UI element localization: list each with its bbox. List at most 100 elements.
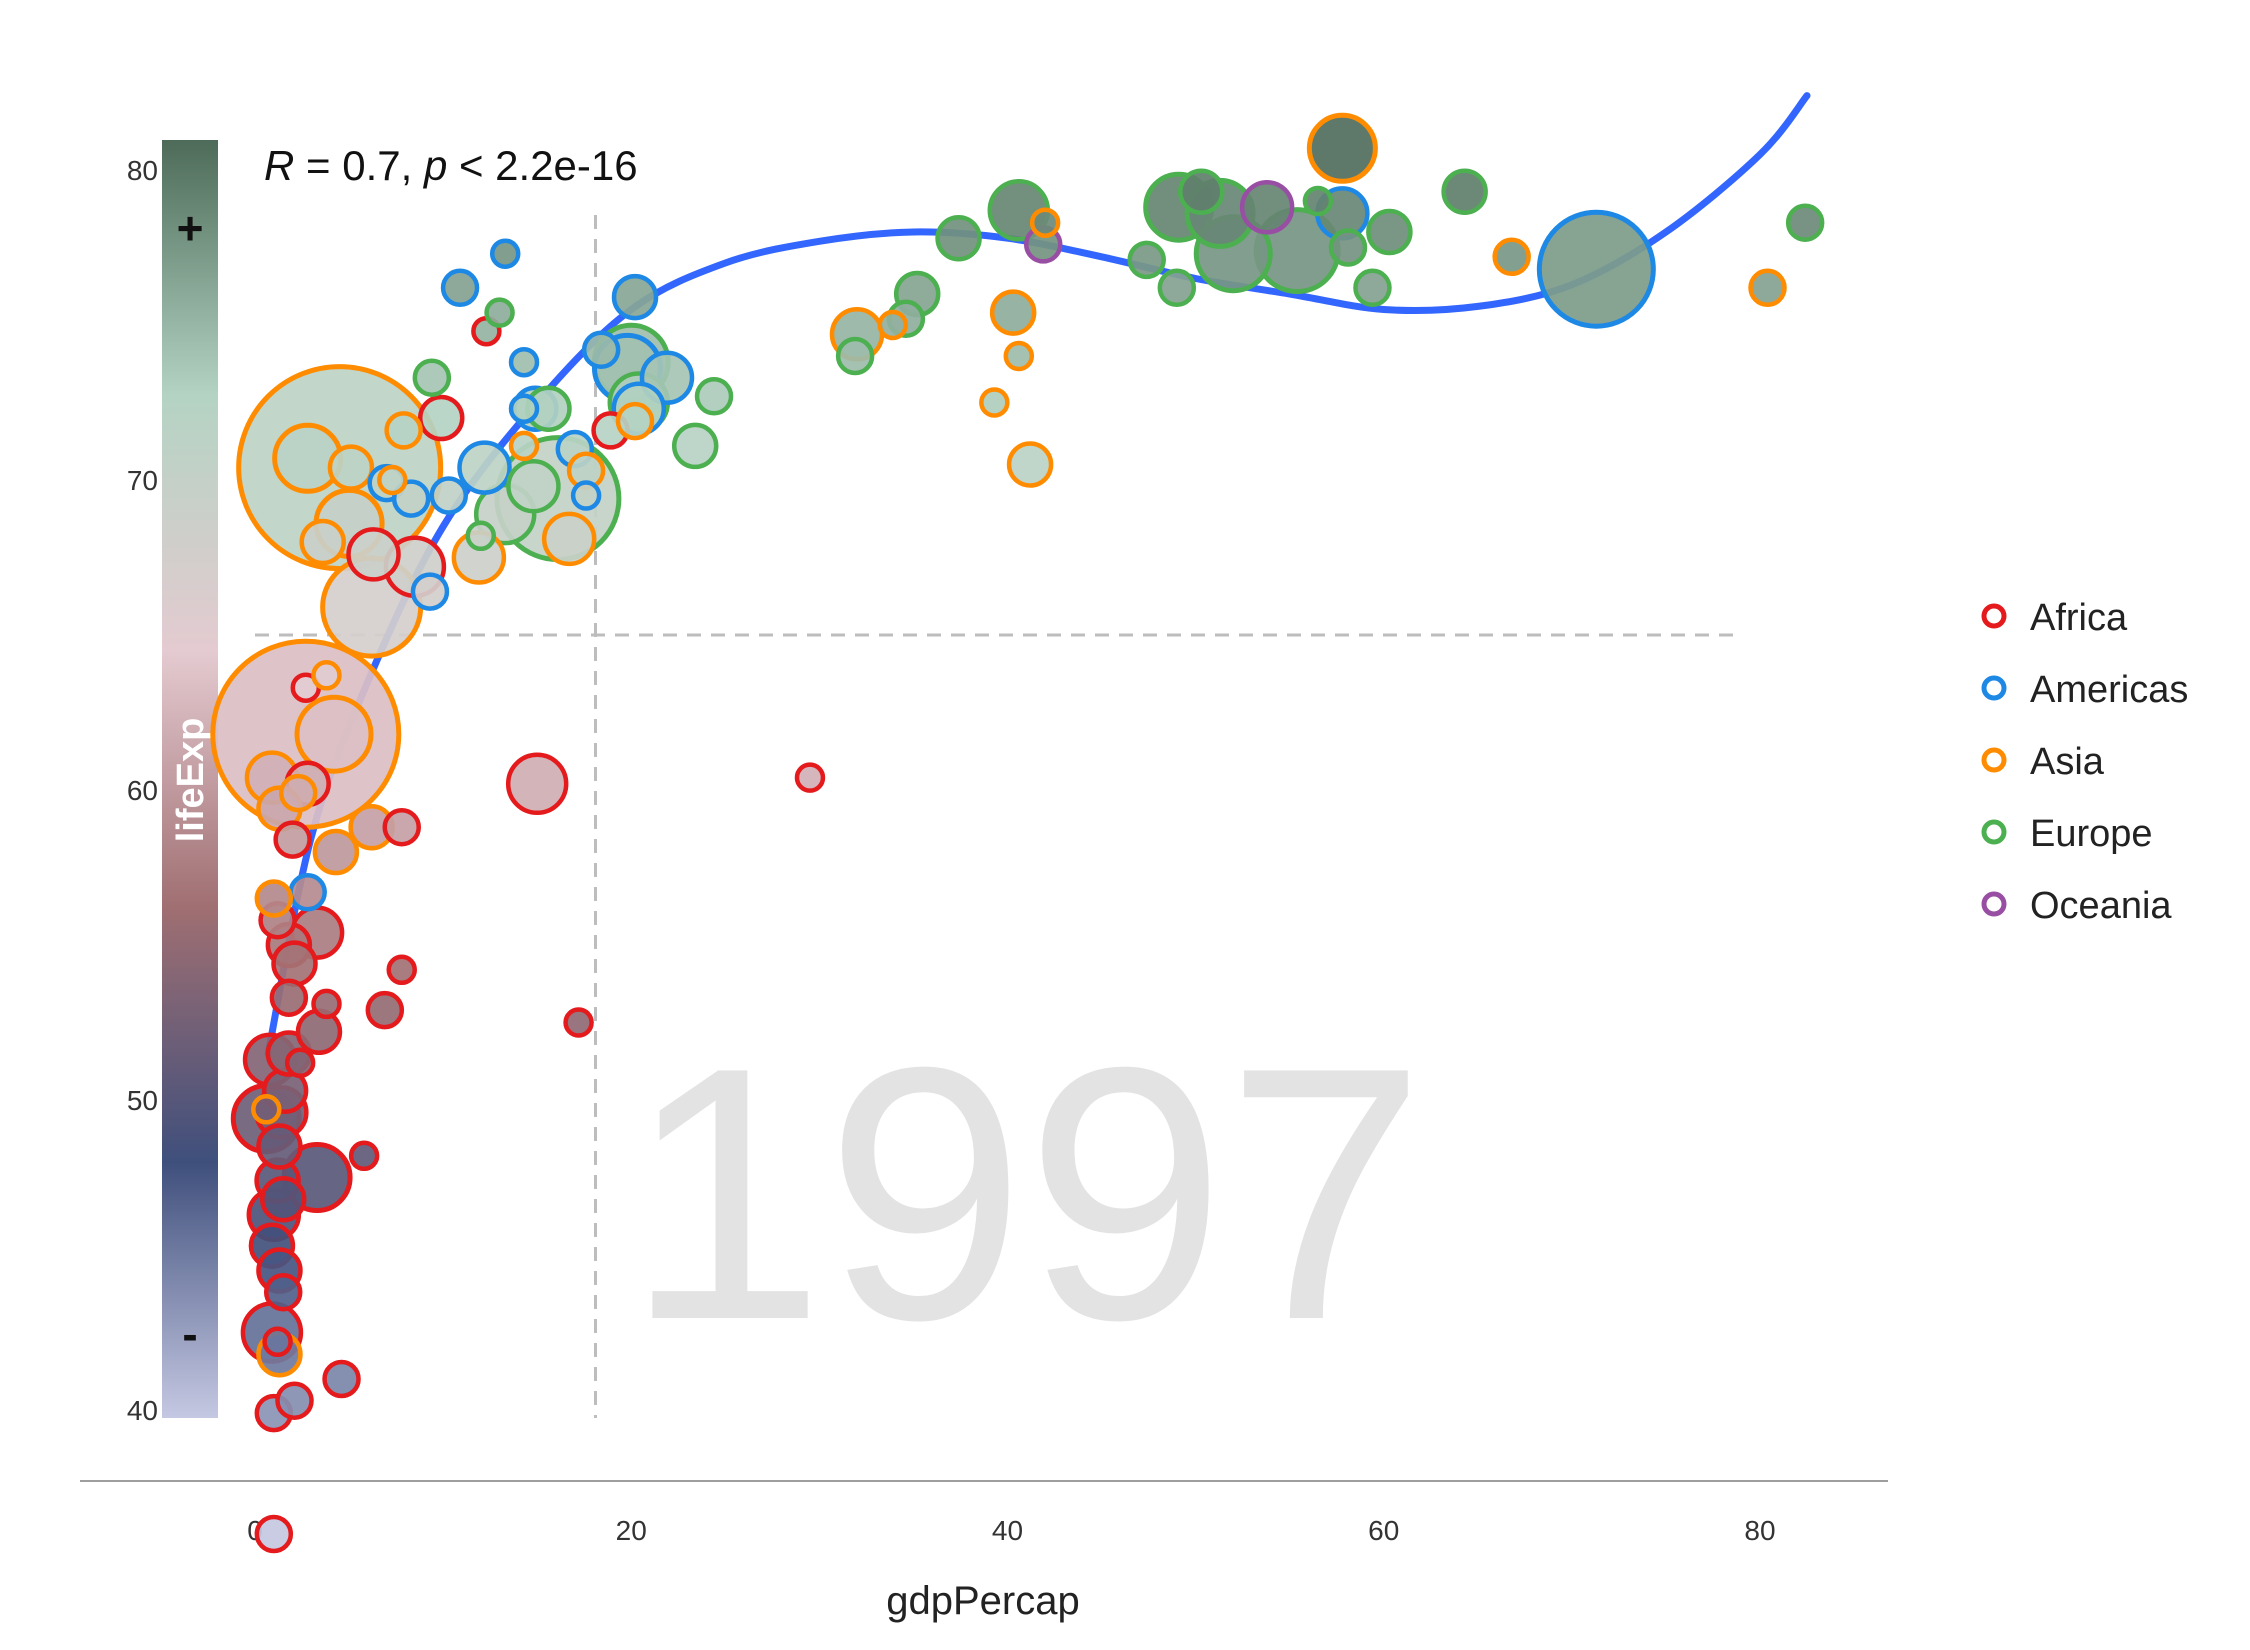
legend-key-africa xyxy=(1981,603,2007,629)
point-asia xyxy=(327,444,375,491)
point-americas xyxy=(288,873,327,912)
point-europe xyxy=(671,422,719,470)
legend-key-asia xyxy=(1981,747,2007,773)
y-tick-label: 70 xyxy=(127,465,158,496)
point-europe xyxy=(1127,240,1166,280)
point-africa xyxy=(365,990,405,1030)
point-asia xyxy=(1306,112,1378,184)
point-americas xyxy=(611,273,659,321)
point-asia xyxy=(979,387,1010,418)
point-asia xyxy=(294,694,374,774)
point-africa xyxy=(346,527,401,582)
point-europe xyxy=(694,377,734,416)
point-africa xyxy=(271,940,318,987)
point-africa xyxy=(263,1272,303,1312)
point-americas xyxy=(489,238,521,269)
point-asia xyxy=(299,518,346,566)
x-axis-title: gdpPercap xyxy=(886,1579,1079,1623)
point-europe xyxy=(1441,168,1488,215)
y-tick-label: 60 xyxy=(127,775,158,806)
point-asia xyxy=(1748,268,1787,308)
point-asia xyxy=(508,430,540,462)
point-africa xyxy=(262,1326,293,1358)
r-value: = 0.7, xyxy=(294,142,424,189)
point-americas xyxy=(410,572,450,611)
x-tick-label: 20 xyxy=(616,1515,647,1546)
x-tick-label: 80 xyxy=(1744,1515,1775,1546)
point-europe xyxy=(1157,268,1197,308)
point-africa xyxy=(794,762,826,793)
legend-label-americas: Americas xyxy=(2030,669,2188,711)
point-africa xyxy=(348,1140,380,1172)
point-asia xyxy=(279,773,318,813)
point-africa xyxy=(382,807,421,847)
point-europe xyxy=(1785,203,1825,242)
point-americas xyxy=(508,346,540,378)
point-asia xyxy=(1029,207,1061,238)
point-europe xyxy=(484,297,515,328)
point-europe xyxy=(1366,208,1413,256)
point-oceania xyxy=(1239,179,1295,235)
colorbar: + - lifeExp xyxy=(162,140,218,1418)
point-asia xyxy=(1003,340,1035,372)
point-asia xyxy=(312,828,360,876)
colorbar-title: lifeExp xyxy=(170,718,212,843)
point-americas xyxy=(1536,209,1656,329)
point-europe xyxy=(465,520,496,552)
p-value: < 2.2e-16 xyxy=(447,142,637,189)
point-asia xyxy=(1006,441,1054,488)
point-asia xyxy=(541,511,597,567)
point-europe xyxy=(1328,228,1368,267)
point-europe xyxy=(935,214,982,262)
point-africa xyxy=(273,820,312,859)
colorbar-gradient xyxy=(162,140,218,1418)
point-africa xyxy=(322,1359,361,1399)
point-africa xyxy=(386,954,417,986)
legend-label-asia: Asia xyxy=(2030,741,2105,783)
point-americas xyxy=(581,330,621,370)
point-asia xyxy=(311,660,342,691)
legend-key-oceania xyxy=(1981,891,2007,917)
x-ticks: 020406080 xyxy=(247,1515,1775,1546)
y-tick-label: 40 xyxy=(127,1395,158,1426)
correlation-label: R = 0.7, p < 2.2e-16 xyxy=(264,142,638,189)
point-asia xyxy=(251,1094,282,1125)
point-americas xyxy=(429,476,469,515)
point-asia xyxy=(989,289,1037,336)
y-ticks: 40 50 60 70 80 xyxy=(127,155,158,1426)
y-tick-label: 80 xyxy=(127,155,158,186)
point-asia xyxy=(254,879,294,918)
point-europe xyxy=(506,458,561,514)
point-europe xyxy=(835,336,875,376)
point-africa xyxy=(505,752,569,816)
point-africa xyxy=(417,394,465,442)
point-americas xyxy=(508,393,540,424)
x-tick-label: 60 xyxy=(1368,1515,1399,1546)
point-asia xyxy=(615,401,655,441)
y-tick-label: 50 xyxy=(127,1085,158,1116)
point-africa xyxy=(269,978,309,1017)
point-europe xyxy=(1302,185,1334,217)
r-symbol: R xyxy=(264,142,294,189)
point-africa xyxy=(254,1514,294,1554)
point-africa xyxy=(311,988,342,1020)
point-americas xyxy=(440,268,480,308)
point-africa xyxy=(284,1047,316,1079)
point-africa xyxy=(259,1175,307,1223)
legend-key-americas xyxy=(1981,675,2007,701)
point-europe xyxy=(412,358,452,397)
point-africa xyxy=(275,1381,314,1420)
point-asia xyxy=(877,309,908,341)
point-europe xyxy=(1353,268,1392,308)
point-europe xyxy=(1178,168,1225,215)
legend: Africa Americas Asia Europe Oceania xyxy=(1981,597,2188,927)
legend-label-oceania: Oceania xyxy=(2030,885,2172,927)
point-asia xyxy=(384,411,423,450)
colorbar-plus: + xyxy=(177,202,204,254)
p-symbol: p xyxy=(422,142,447,189)
point-asia xyxy=(377,464,408,496)
legend-key-europe xyxy=(1981,819,2007,845)
x-tick-label: 40 xyxy=(992,1515,1023,1546)
scatter-points xyxy=(210,112,1825,1554)
